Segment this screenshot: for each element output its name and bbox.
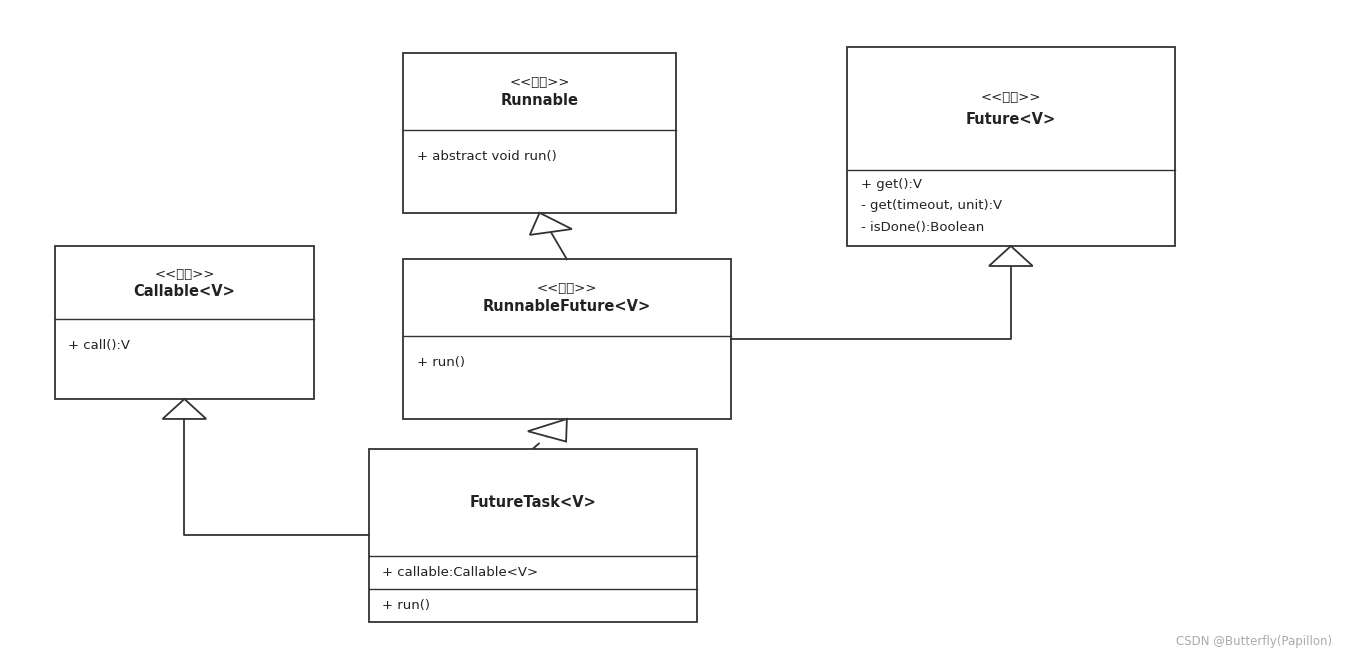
Text: RunnableFuture<V>: RunnableFuture<V>: [482, 299, 652, 314]
Text: + call():V: + call():V: [68, 338, 130, 352]
Polygon shape: [530, 213, 572, 235]
Text: <<接口>>: <<接口>>: [537, 283, 597, 295]
Polygon shape: [989, 246, 1033, 266]
Bar: [55, 246, 314, 399]
Text: + get():V: + get():V: [861, 178, 922, 191]
Bar: [847, 47, 1175, 246]
Polygon shape: [527, 419, 567, 442]
Bar: [403, 259, 731, 419]
Text: <<接口>>: <<接口>>: [510, 76, 570, 89]
Text: - get(timeout, unit):V: - get(timeout, unit):V: [861, 200, 1001, 213]
Text: CSDN @Butterfly(Papillon): CSDN @Butterfly(Papillon): [1176, 635, 1332, 648]
Text: FutureTask<V>: FutureTask<V>: [470, 495, 596, 510]
Text: <<接口>>: <<接口>>: [981, 91, 1041, 104]
Text: <<接口>>: <<接口>>: [154, 268, 214, 281]
Polygon shape: [163, 399, 206, 419]
Text: + run(): + run(): [417, 356, 464, 370]
Text: + callable:Callable<V>: + callable:Callable<V>: [382, 566, 538, 579]
Text: + run(): + run(): [382, 599, 430, 612]
Bar: [403, 53, 676, 213]
Text: Callable<V>: Callable<V>: [134, 284, 235, 299]
Text: Future<V>: Future<V>: [966, 112, 1056, 127]
Bar: [369, 449, 697, 622]
Text: - isDone():Boolean: - isDone():Boolean: [861, 221, 984, 234]
Text: Runnable: Runnable: [500, 93, 579, 108]
Text: + abstract void run(): + abstract void run(): [417, 150, 556, 164]
